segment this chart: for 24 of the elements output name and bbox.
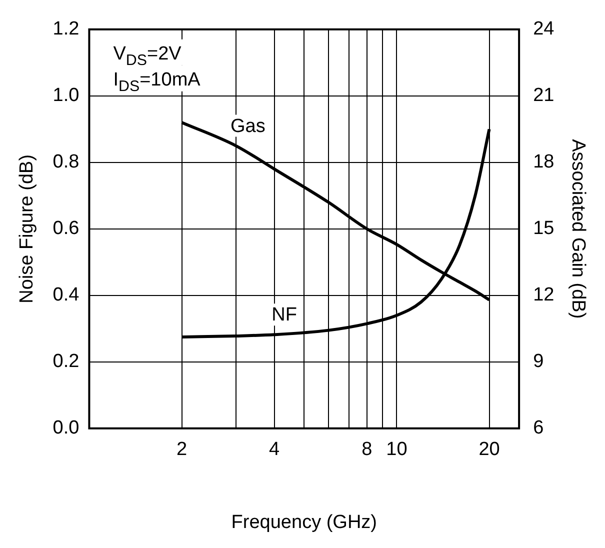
x-tick-label: 8 — [362, 439, 372, 460]
y2-tick-label: 18 — [533, 152, 554, 173]
y-axis-title: Noise Figure (dB) — [16, 154, 38, 304]
series-label: NF — [272, 304, 298, 326]
y2-tick-label: 24 — [533, 18, 555, 40]
y2-tick-label: 6 — [533, 418, 544, 439]
y-tick-label: 0.4 — [52, 284, 80, 306]
x-tick-label: 4 — [269, 439, 280, 460]
y2-tick-label: 9 — [533, 351, 544, 372]
y-tick-label: 1.0 — [52, 85, 80, 106]
y-tick-label: 1.2 — [52, 18, 80, 40]
y2-tick-label: 21 — [533, 85, 554, 106]
y-tick-label: 0.0 — [52, 418, 80, 439]
x-tick-label: 10 — [386, 439, 408, 460]
y-tick-label: 0.8 — [52, 152, 80, 173]
x-tick-label: 20 — [478, 439, 500, 460]
y2-tick-label: 15 — [533, 218, 554, 240]
x-axis-title: Frequency (GHz) — [231, 512, 377, 533]
series-label: Gas — [230, 116, 266, 137]
x-tick-label: 2 — [176, 439, 188, 460]
y2-axis-title: Associated Gain (dB) — [567, 139, 588, 319]
y-tick-label: 0.2 — [52, 351, 80, 372]
y-tick-label: 0.6 — [52, 218, 80, 240]
y2-tick-label: 12 — [533, 284, 554, 306]
